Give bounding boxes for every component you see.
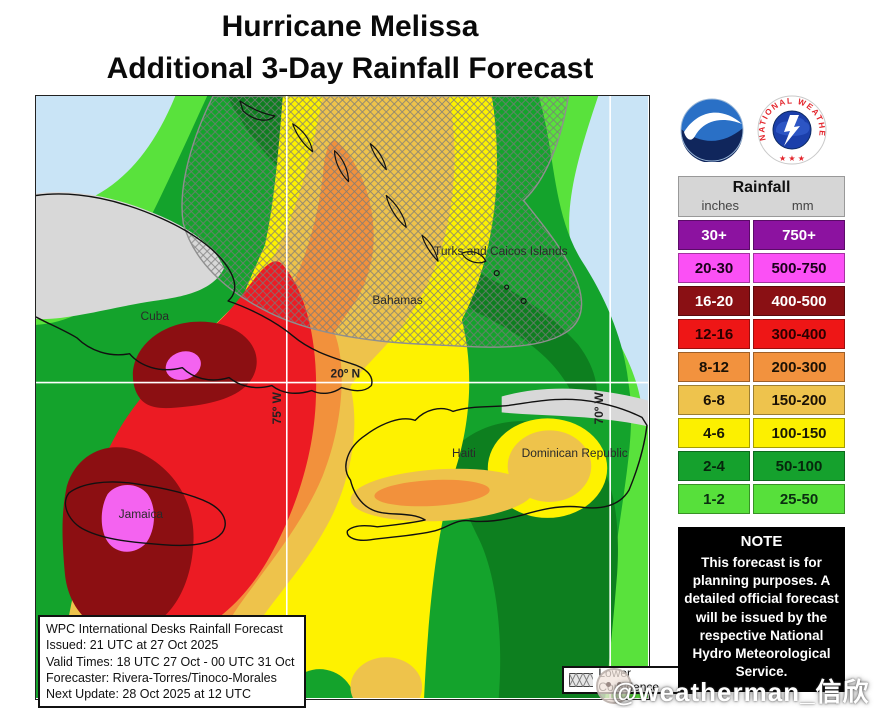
legend-cell-mm: 150-200 (753, 385, 845, 415)
rainfall-forecast-map: Cuba Bahamas Turks and Caicos Islands Ha… (35, 95, 650, 708)
info-line-2: Issued: 21 UTC at 27 Oct 2025 (46, 638, 219, 653)
bahamas-islands (239, 100, 439, 262)
forecast-info-box: WPC International Desks Rainfall Forecas… (38, 615, 306, 708)
legend-row: 1-2 25-50 (678, 484, 845, 514)
legend-row: 20-30 500-750 (678, 253, 845, 283)
no-rain-land (36, 191, 648, 427)
legend-col-mm: mm (791, 198, 814, 213)
label-bahamas: Bahamas (372, 293, 422, 307)
legend-cell-inches: 6-8 (678, 385, 750, 415)
legend-cell-inches: 8-12 (678, 352, 750, 382)
hispaniola-coastline (345, 398, 648, 541)
rainfall-legend: Rainfall inches mm 30+ 750+ 20-30 500-750 … (678, 176, 845, 517)
label-cuba: Cuba (141, 309, 170, 323)
agency-logos: NATIONAL WEATHER SERVICE ★ ★ ★ (680, 92, 840, 168)
noaa-logo-icon (680, 98, 744, 162)
legend-cell-inches: 30+ (678, 220, 750, 250)
legend-cell-mm: 400-500 (753, 286, 845, 316)
graticule-labels: 20º N 75º W 70º W (270, 367, 606, 425)
legend-row: 8-12 200-300 (678, 352, 845, 382)
nws-logo-icon: NATIONAL WEATHER SERVICE ★ ★ ★ (757, 95, 827, 165)
info-line-3: Valid Times: 18 UTC 27 Oct - 00 UTC 31 O… (46, 654, 295, 669)
nws-stars: ★ ★ ★ (779, 154, 805, 163)
label-jamaica: Jamaica (119, 507, 164, 521)
legend-title: Rainfall (732, 179, 791, 196)
label-haiti: Haiti (452, 446, 476, 460)
note-box: NOTE This forecast is for planning purpo… (678, 527, 845, 692)
hatch-swatch-icon (569, 673, 594, 687)
legend-cell-inches: 4-6 (678, 418, 750, 448)
legend-col-inches: inches (701, 198, 740, 213)
label-75w: 75º W (270, 391, 284, 424)
map-labels: Cuba Bahamas Turks and Caicos Islands Ha… (119, 244, 628, 521)
watermark-emoji-sticker (596, 668, 632, 704)
label-20n: 20º N (331, 367, 361, 381)
label-turks-caicos: Turks and Caicos Islands (434, 244, 568, 258)
info-line-1: WPC International Desks Rainfall Forecas… (46, 622, 283, 636)
legend-row: 4-6 100-150 (678, 418, 845, 448)
legend-row: 12-16 300-400 (678, 319, 845, 349)
watermark-handle: @weatherman_信欣 (612, 677, 870, 707)
legend-cell-inches: 16-20 (678, 286, 750, 316)
legend-row: 30+ 750+ (678, 220, 845, 250)
jamaica-coastline (64, 481, 226, 547)
legend-cell-mm: 750+ (753, 220, 845, 250)
label-dominican-republic: Dominican Republic (522, 446, 628, 460)
info-line-4: Forecaster: Rivera-Torres/Tinoco-Morales (46, 670, 277, 685)
legend-cell-inches: 12-16 (678, 319, 750, 349)
legend-cell-inches: 1-2 (678, 484, 750, 514)
title-line-1: Hurricane Melissa (221, 10, 479, 43)
legend-cell-mm: 50-100 (753, 451, 845, 481)
note-title: NOTE (740, 533, 783, 550)
legend-cell-mm: 25-50 (753, 484, 845, 514)
turks-caicos-islands (461, 251, 527, 305)
legend-row: 2-4 50-100 (678, 451, 845, 481)
legend-cell-inches: 2-4 (678, 451, 750, 481)
legend-cell-mm: 100-150 (753, 418, 845, 448)
legend-header: Rainfall inches mm (678, 176, 845, 217)
page-title: Hurricane Melissa Additional 3-Day Rainf… (30, 6, 670, 90)
legend-row: 16-20 400-500 (678, 286, 845, 316)
legend-row: 6-8 150-200 (678, 385, 845, 415)
legend-cell-mm: 200-300 (753, 352, 845, 382)
map-canvas: Cuba Bahamas Turks and Caicos Islands Ha… (35, 95, 648, 708)
note-body: This forecast is for planning purposes. … (684, 555, 839, 680)
info-line-5: Next Update: 28 Oct 2025 at 12 UTC (46, 687, 251, 701)
cuba-coastline (35, 193, 373, 395)
coastlines (35, 100, 648, 547)
graticule (36, 96, 648, 698)
legend-cell-mm: 300-400 (753, 319, 845, 349)
title-line-2: Additional 3-Day Rainfall Forecast (106, 52, 594, 85)
label-70w: 70º W (592, 391, 606, 424)
legend-cell-inches: 20-30 (678, 253, 750, 283)
legend-cell-mm: 500-750 (753, 253, 845, 283)
